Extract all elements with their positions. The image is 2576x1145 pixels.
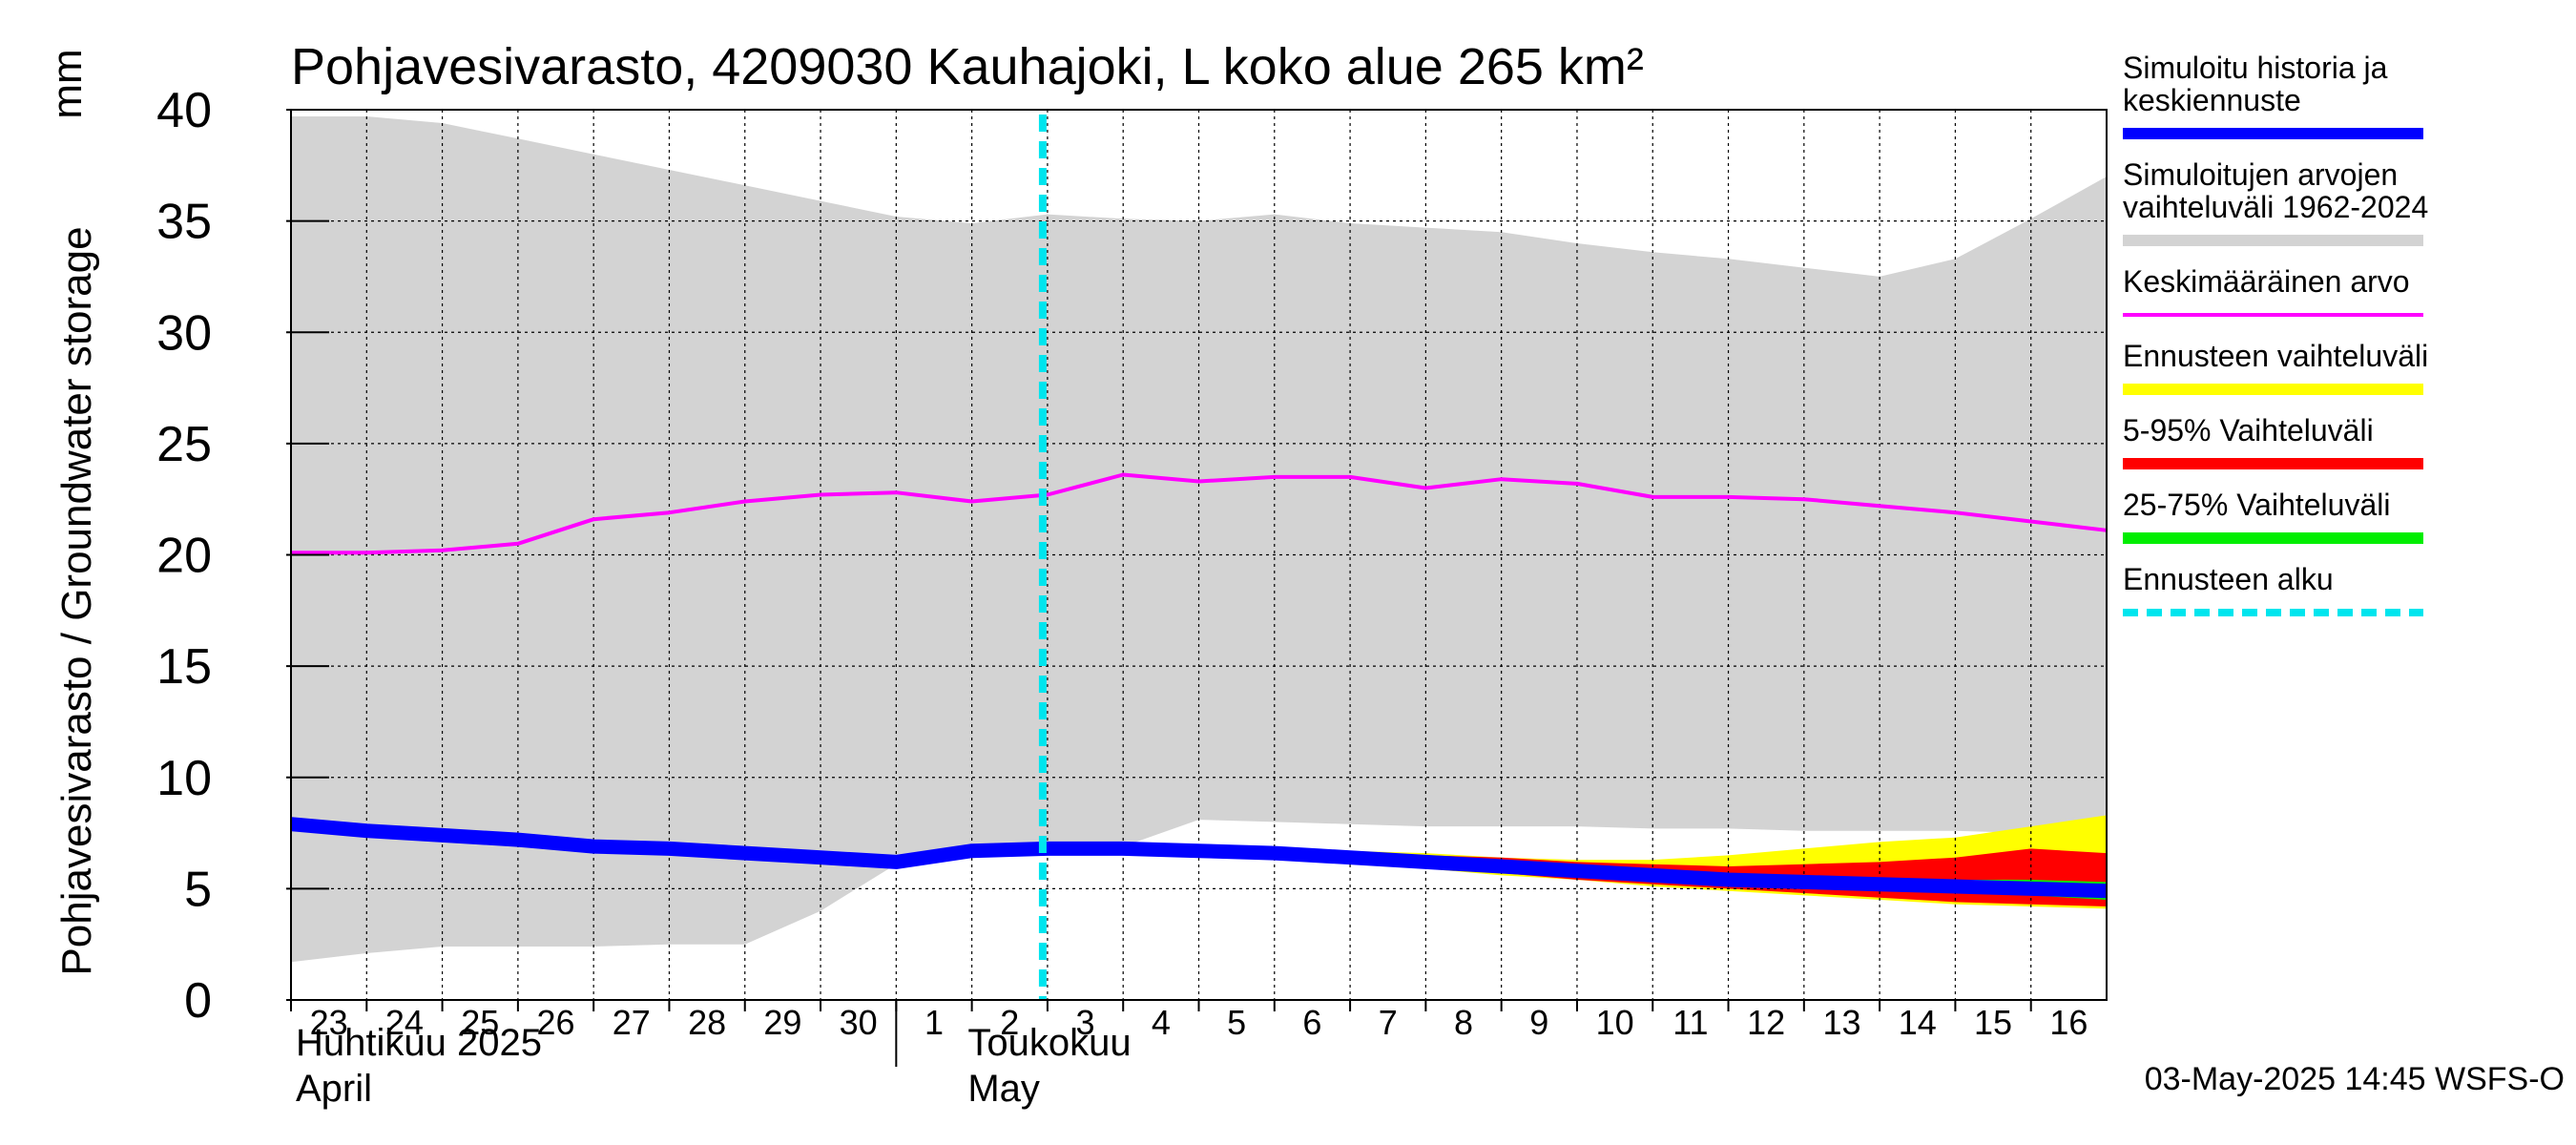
- y-axis-unit: mm: [44, 49, 91, 118]
- month-label: Huhtikuu 2025: [296, 1022, 542, 1064]
- legend-label: Simuloitujen arvojen: [2123, 157, 2398, 192]
- y-tick-label: 0: [184, 973, 212, 1029]
- x-tick-label: 11: [1672, 1003, 1708, 1042]
- y-tick-label: 5: [184, 862, 212, 917]
- legend-label: 25-75% Vaihteluväli: [2123, 488, 2390, 522]
- x-tick-label: 9: [1529, 1003, 1548, 1042]
- x-tick-label: 4: [1152, 1003, 1171, 1042]
- y-tick-label: 10: [156, 751, 212, 806]
- legend-item: 25-75% Vaihteluväli: [2123, 488, 2423, 544]
- legend-item: 5-95% Vaihteluväli: [2123, 413, 2423, 469]
- x-tick-label: 24: [385, 1003, 424, 1042]
- y-tick-label: 40: [156, 83, 212, 138]
- timestamp: 03-May-2025 14:45 WSFS-O: [2145, 1061, 2565, 1097]
- x-tick-label: 1: [924, 1003, 944, 1042]
- x-tick-label: 23: [310, 1003, 348, 1042]
- y-tick-label: 35: [156, 195, 212, 250]
- mean-value-line: [291, 472, 2108, 555]
- x-tick-label: 5: [1227, 1003, 1246, 1042]
- x-tick-label: 16: [2049, 1003, 2088, 1042]
- x-tick-label: 8: [1454, 1003, 1473, 1042]
- month-label-en: April: [296, 1068, 372, 1110]
- y-tick-label: 30: [156, 305, 212, 361]
- chart-title: Pohjavesivarasto, 4209030 Kauhajoki, L k…: [291, 38, 1644, 95]
- x-tick-label: 6: [1302, 1003, 1321, 1042]
- y-tick-label: 20: [156, 529, 212, 584]
- simulated-history-line: [290, 817, 2108, 899]
- x-tick-label: 13: [1822, 1003, 1860, 1042]
- y-tick-label: 15: [156, 639, 212, 695]
- legend-label: Simuloitu historia ja: [2123, 51, 2388, 85]
- legend-label: keskiennuste: [2123, 83, 2301, 117]
- x-tick-label: 10: [1596, 1003, 1634, 1042]
- x-tick-label: 15: [1974, 1003, 2012, 1042]
- x-tick-label: 7: [1379, 1003, 1398, 1042]
- x-tick-label: 30: [840, 1003, 878, 1042]
- x-tick-label: 28: [688, 1003, 726, 1042]
- legend-item: Ennusteen vaihteluväli: [2123, 339, 2428, 395]
- x-tick-label: 26: [536, 1003, 574, 1042]
- month-label: Toukokuu: [967, 1022, 1131, 1064]
- month-label-en: May: [967, 1068, 1040, 1110]
- legend-item: Keskimääräinen arvo: [2123, 264, 2423, 317]
- legend-label: Ennusteen vaihteluväli: [2123, 339, 2428, 373]
- x-tick-label: 12: [1747, 1003, 1785, 1042]
- x-tick-label: 25: [461, 1003, 499, 1042]
- x-tick-label: 27: [613, 1003, 651, 1042]
- y-tick-label: 25: [156, 417, 212, 472]
- x-tick-label: 3: [1076, 1003, 1095, 1042]
- legend-label: vaihteluväli 1962-2024: [2123, 190, 2428, 224]
- legend-label: Ennusteen alku: [2123, 562, 2334, 596]
- legend-label: 5-95% Vaihteluväli: [2123, 413, 2374, 448]
- legend-label: Keskimääräinen arvo: [2123, 264, 2410, 299]
- x-tick-label: 2: [1000, 1003, 1019, 1042]
- x-tick-label: 14: [1899, 1003, 1937, 1042]
- legend-item: Ennusteen alku: [2123, 562, 2423, 616]
- y-axis-label: Pohjavesivarasto / Groundwater storage: [53, 226, 100, 975]
- x-tick-label: 29: [763, 1003, 801, 1042]
